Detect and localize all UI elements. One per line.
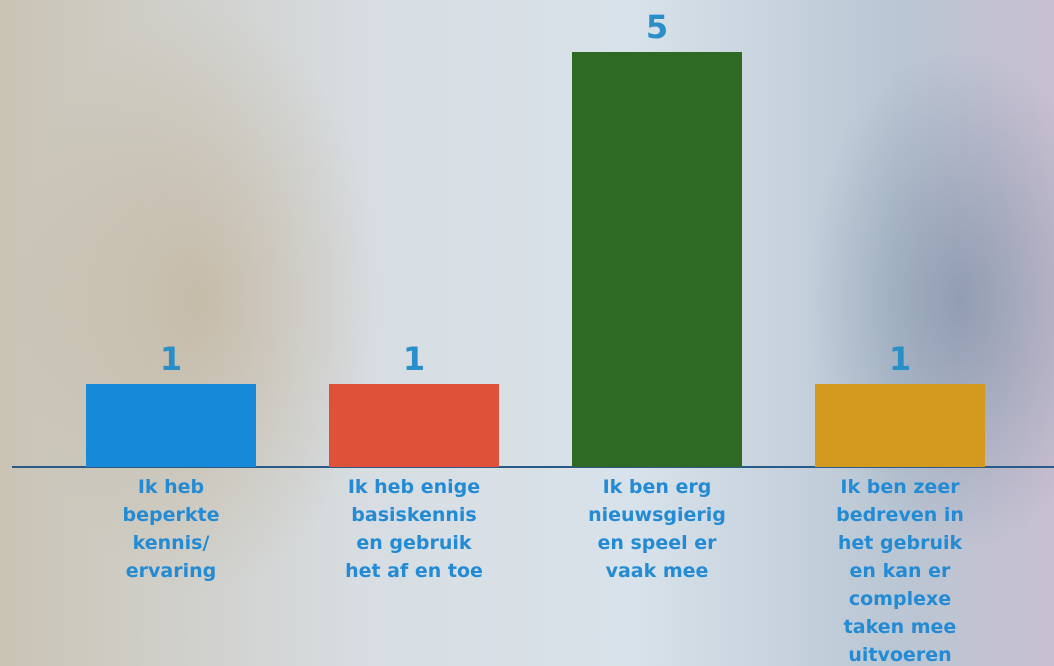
value-label: 1 [403, 340, 425, 378]
value-label: 1 [889, 340, 911, 378]
category-label: Ik heb beperkte kennis/ ervaring [122, 476, 220, 582]
bar [329, 384, 499, 467]
value-label: 5 [646, 8, 668, 46]
bar [815, 384, 985, 467]
bar [86, 384, 256, 467]
category-label: Ik ben zeer bedreven in het gebruik en k… [836, 476, 964, 666]
value-label: 1 [160, 340, 182, 378]
category-label: Ik heb enige basiskennis en gebruik het … [345, 476, 483, 582]
category-label: Ik ben erg nieuwsgierig en speel er vaak… [588, 476, 726, 582]
bar [572, 52, 742, 467]
